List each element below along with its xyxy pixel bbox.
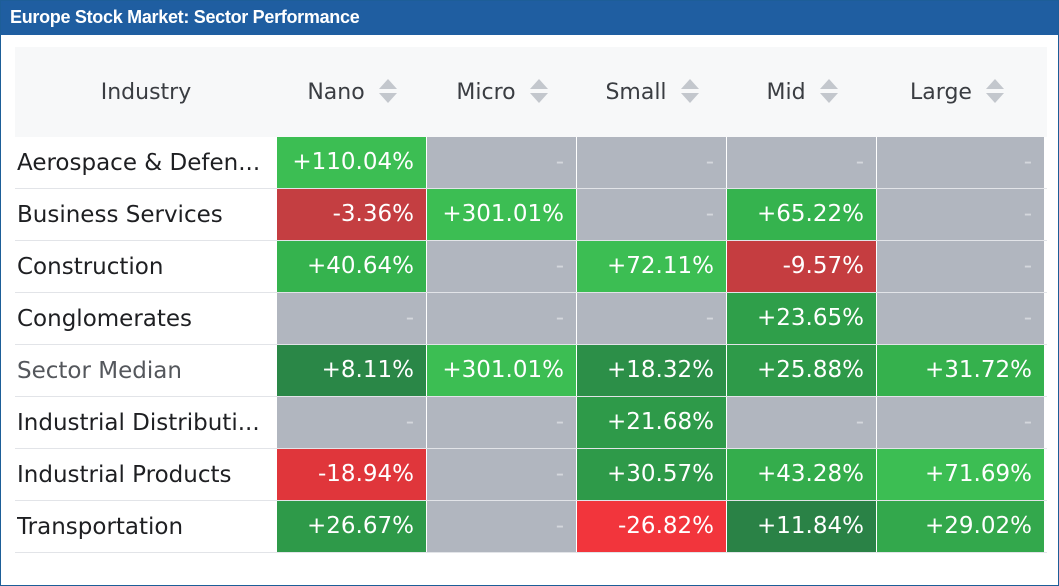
performance-cell: -18.94% xyxy=(277,449,427,500)
industry-name: Aerospace & Defen... xyxy=(17,150,261,176)
performance-cell: -9.57% xyxy=(727,241,877,292)
industry-name: Business Services xyxy=(17,202,223,228)
sort-icon[interactable] xyxy=(819,79,838,105)
widget-title: Europe Stock Market: Sector Performance xyxy=(10,7,360,27)
sort-icon[interactable] xyxy=(378,79,397,105)
performance-cell: - xyxy=(877,189,1045,240)
performance-cell: +43.28% xyxy=(727,449,877,500)
performance-cell: - xyxy=(877,137,1045,188)
column-header-small[interactable]: Small xyxy=(577,47,727,137)
performance-cell: +71.69% xyxy=(877,449,1045,500)
performance-cell: +29.02% xyxy=(877,501,1045,552)
table-body: Aerospace & Defen... +110.04% - - - - Business… xyxy=(15,137,1047,553)
performance-cell: - xyxy=(727,137,877,188)
row-divider xyxy=(15,396,1047,397)
industry-name: Construction xyxy=(17,254,164,280)
performance-cell: +301.01% xyxy=(427,345,577,396)
sector-table: Industry Nano Micro Small Mid Large xyxy=(15,47,1047,553)
performance-cell: +31.72% xyxy=(877,345,1045,396)
performance-cell: +30.57% xyxy=(577,449,727,500)
title-bar: Europe Stock Market: Sector Performance xyxy=(1,1,1058,35)
column-header-micro[interactable]: Micro xyxy=(427,47,577,137)
performance-cell: +72.11% xyxy=(577,241,727,292)
industry-name: Industrial Products xyxy=(17,462,232,488)
performance-cell: - xyxy=(427,449,577,500)
table-header: Industry Nano Micro Small Mid Large xyxy=(15,47,1047,137)
performance-cell: - xyxy=(577,293,727,344)
column-header-mid[interactable]: Mid xyxy=(727,47,877,137)
performance-cell: - xyxy=(877,241,1045,292)
table-row[interactable]: Business Services -3.36% +301.01% - +65.22% - xyxy=(15,189,1047,241)
performance-cell: +11.84% xyxy=(727,501,877,552)
performance-cell: - xyxy=(427,241,577,292)
performance-cell: +65.22% xyxy=(727,189,877,240)
table-row[interactable]: Industrial Distributi... - - +21.68% - - xyxy=(15,397,1047,449)
performance-cell: +25.88% xyxy=(727,345,877,396)
industry-name: Transportation xyxy=(17,514,184,540)
performance-cell: +301.01% xyxy=(427,189,577,240)
sort-icon[interactable] xyxy=(985,79,1004,105)
row-divider xyxy=(15,292,1047,293)
column-header-large[interactable]: Large xyxy=(877,47,1037,137)
performance-cell: - xyxy=(577,189,727,240)
performance-cell: -3.36% xyxy=(277,189,427,240)
performance-cell: - xyxy=(427,397,577,448)
performance-cell: - xyxy=(727,397,877,448)
row-divider xyxy=(15,344,1047,345)
performance-cell: +18.32% xyxy=(577,345,727,396)
row-divider xyxy=(15,552,1047,553)
table-row[interactable]: Transportation +26.67% - -26.82% +11.84% +29.… xyxy=(15,501,1047,553)
table-row[interactable]: Conglomerates - - - +23.65% - xyxy=(15,293,1047,345)
performance-cell: - xyxy=(427,501,577,552)
performance-cell: - xyxy=(577,137,727,188)
industry-name: Conglomerates xyxy=(17,306,193,332)
row-divider xyxy=(15,188,1047,189)
sort-icon[interactable] xyxy=(529,79,548,105)
performance-cell: +8.11% xyxy=(277,345,427,396)
column-header-industry[interactable]: Industry xyxy=(100,79,192,105)
row-divider xyxy=(15,240,1047,241)
table-row[interactable]: Aerospace & Defen... +110.04% - - - - xyxy=(15,137,1047,189)
sort-icon[interactable] xyxy=(680,79,699,105)
performance-cell: +110.04% xyxy=(277,137,427,188)
table-row[interactable]: Industrial Products -18.94% - +30.57% +43.28… xyxy=(15,449,1047,501)
performance-cell: -26.82% xyxy=(577,501,727,552)
performance-cell: +21.68% xyxy=(577,397,727,448)
performance-cell: - xyxy=(877,293,1045,344)
column-header-nano[interactable]: Nano xyxy=(277,47,427,137)
performance-cell: - xyxy=(277,293,427,344)
row-divider xyxy=(15,448,1047,449)
industry-name: Industrial Distributi... xyxy=(17,410,260,436)
performance-cell: - xyxy=(427,137,577,188)
table-row[interactable]: Construction +40.64% - +72.11% -9.57% - xyxy=(15,241,1047,293)
performance-cell: - xyxy=(877,397,1045,448)
industry-name: Sector Median xyxy=(17,358,182,384)
table-row[interactable]: Sector Median +8.11% +301.01% +18.32% +25.88… xyxy=(15,345,1047,397)
performance-cell: +23.65% xyxy=(727,293,877,344)
performance-cell: +40.64% xyxy=(277,241,427,292)
performance-cell: +26.67% xyxy=(277,501,427,552)
performance-cell: - xyxy=(277,397,427,448)
row-divider xyxy=(15,500,1047,501)
performance-cell: - xyxy=(427,293,577,344)
